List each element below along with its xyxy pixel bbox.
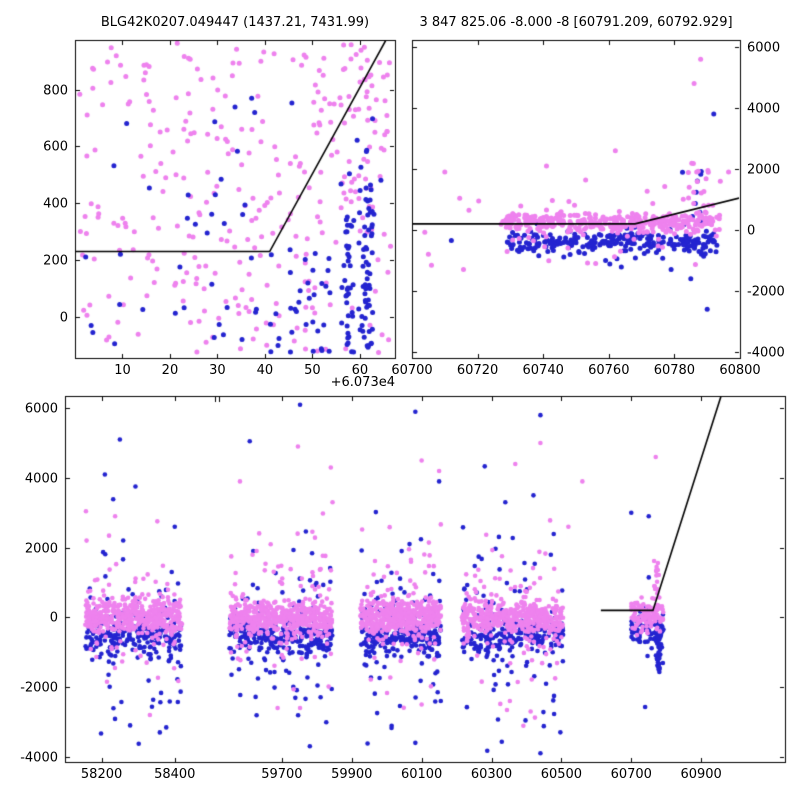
plot-title-fit-params: 3 847 825.06 -8.000 -8 [60791.209, 60792… bbox=[419, 15, 733, 30]
plot-title-object-id: BLG42K0207.049447 (1437.21, 7431.99) bbox=[100, 15, 370, 30]
x-axis-offset-label: +6.073e4 bbox=[330, 375, 395, 390]
